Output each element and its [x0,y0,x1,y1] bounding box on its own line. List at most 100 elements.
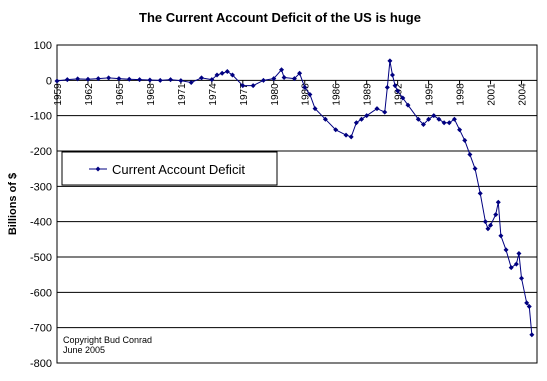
data-point [446,120,452,126]
x-tick-label: 1989 [363,83,374,106]
data-point [229,72,235,78]
y-tick-label: -400 [30,217,52,229]
data-point [54,78,60,84]
data-point [75,76,81,82]
data-point [389,72,395,78]
data-point [281,75,287,81]
data-point [441,120,447,126]
data-point [64,77,70,83]
x-tick-label: 1968 [146,83,157,106]
data-point [498,233,504,239]
data-point [348,134,354,140]
data-point [392,83,398,89]
y-tick-label: -500 [30,252,52,264]
data-point [126,76,132,82]
data-point [526,303,532,309]
y-tick-label: -200 [30,146,52,158]
data-point [279,67,285,73]
x-tick-label: 1980 [270,83,281,106]
data-point [405,102,411,108]
data-point [219,70,225,76]
data-point [508,265,514,271]
data-point [472,166,478,172]
data-point [384,84,390,90]
data-point [106,75,112,81]
x-tick-label: 1959 [53,83,64,106]
x-tick-label: 1971 [177,83,188,106]
x-tick-label: 1995 [425,83,436,106]
data-point [168,77,174,83]
data-point [353,120,359,126]
data-point [343,132,349,138]
data-point [240,83,246,89]
y-tick-label: -600 [30,287,52,299]
data-point [519,275,525,281]
y-tick-label: 100 [34,40,52,52]
data-point [95,76,101,82]
data-point [503,247,509,253]
data-point [359,116,365,122]
data-point [188,79,194,85]
data-point [374,106,380,112]
data-point [209,77,215,83]
data-point [147,77,153,83]
data-point [157,77,163,83]
data-point [426,116,432,122]
x-tick-label: 1965 [115,83,126,106]
data-point [387,58,393,64]
data-point [137,77,143,83]
data-point [436,116,442,122]
y-tick-label: -100 [30,111,52,123]
data-point [488,222,494,228]
data-point [199,75,205,81]
data-point [333,127,339,133]
data-point [178,78,184,84]
x-tick-label: 1983 [301,83,312,106]
x-tick-label: 1998 [456,83,467,106]
data-point [477,190,483,196]
data-point [493,212,499,218]
data-point [382,109,388,115]
x-tick-label: 1962 [84,83,95,106]
data-point [516,250,522,256]
data-point [457,127,463,133]
plot-area [56,44,538,364]
data-point [271,76,277,82]
data-point [364,113,370,119]
data-point [495,199,501,205]
data-point [524,300,530,306]
data-point [116,76,122,82]
data-point [462,137,468,143]
y-tick-label: -800 [30,358,52,370]
y-tick-label: -300 [30,181,52,193]
data-point [420,122,426,127]
x-tick-label: 1992 [394,83,405,106]
data-point [322,116,328,122]
legend-marker [95,166,101,172]
x-tick-label: 1977 [239,83,250,106]
chart-title: The Current Account Deficit of the US is… [139,10,421,25]
data-point [312,106,318,112]
data-point [467,152,473,158]
y-tick-label: 0 [46,75,52,87]
annotation: June 2005 [63,345,105,355]
data-point [85,76,91,82]
data-point [395,88,401,94]
data-point [291,76,297,82]
data-point [250,83,256,89]
data-point [482,219,488,225]
data-point [485,226,491,232]
y-axis-label: Billions of $ [7,173,19,235]
legend-label: Current Account Deficit [112,162,245,177]
data-point [214,72,220,78]
data-point [431,113,437,119]
x-tick-label: 2001 [487,83,498,106]
data-point [302,84,308,90]
data-point [260,77,266,83]
data-point [415,116,421,122]
data-point [297,70,303,76]
y-tick-label: -700 [30,323,52,335]
annotation: Copyright Bud Conrad [63,335,152,345]
data-point [224,69,230,74]
